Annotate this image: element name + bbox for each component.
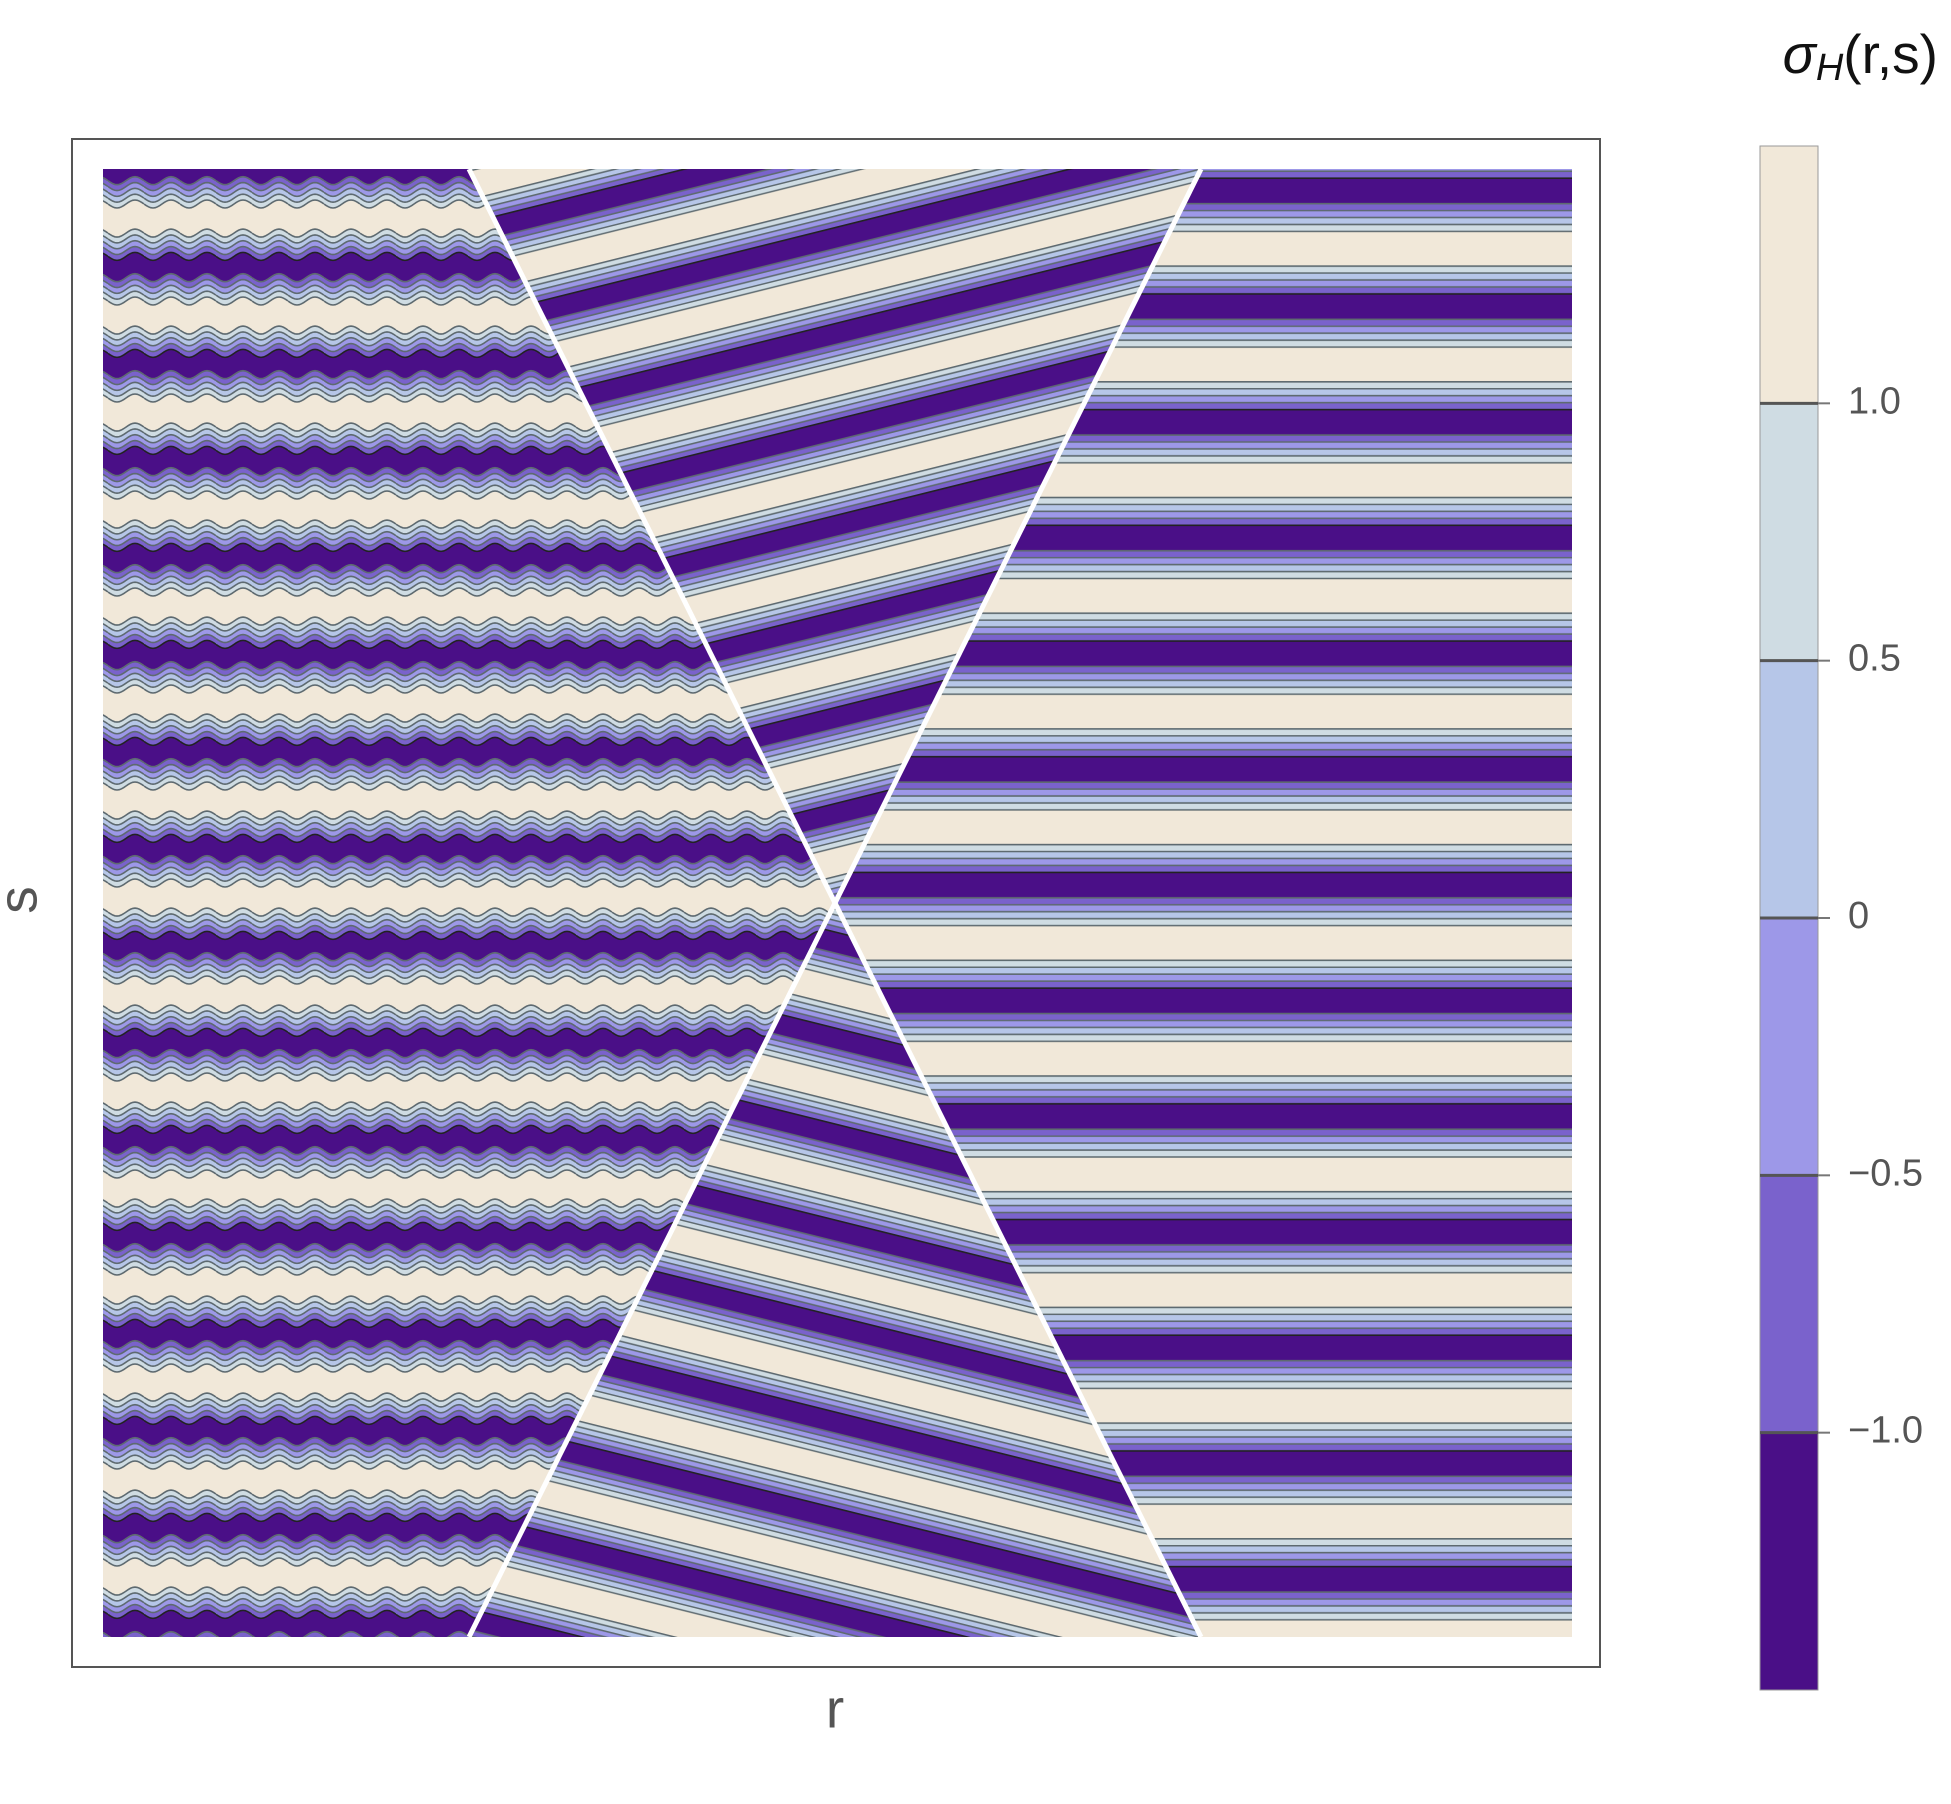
x-axis-label: r <box>826 1678 844 1740</box>
colorbar-tick-label: 1.0 <box>1848 380 1901 422</box>
y-axis-label: s <box>0 886 49 914</box>
title-args: (r,s) <box>1843 23 1938 85</box>
colorbar-band <box>1760 660 1818 918</box>
boundary-line <box>466 167 1204 1639</box>
contour-field <box>103 169 1572 1637</box>
region-boundaries <box>466 167 1204 1639</box>
colorbar-band <box>1760 146 1818 404</box>
colorbar-tick-label: −1.0 <box>1848 1410 1923 1452</box>
colorbar-band <box>1760 403 1818 661</box>
colorbar: −1.0 −0.5 0 0.5 1.0 <box>1759 145 1923 1691</box>
colorbar-tick-label: 0 <box>1848 895 1869 937</box>
colorbar-tick-label: −0.5 <box>1848 1152 1923 1194</box>
colorbar-band <box>1760 918 1818 1176</box>
colorbar-title: σH(r,s) <box>1783 23 1938 90</box>
title-subscript: H <box>1816 47 1844 89</box>
title-symbol: σ <box>1783 23 1818 85</box>
colorbar-band <box>1760 1175 1818 1433</box>
colorbar-tick-label: 0.5 <box>1848 638 1901 680</box>
colorbar-band <box>1760 1432 1818 1690</box>
